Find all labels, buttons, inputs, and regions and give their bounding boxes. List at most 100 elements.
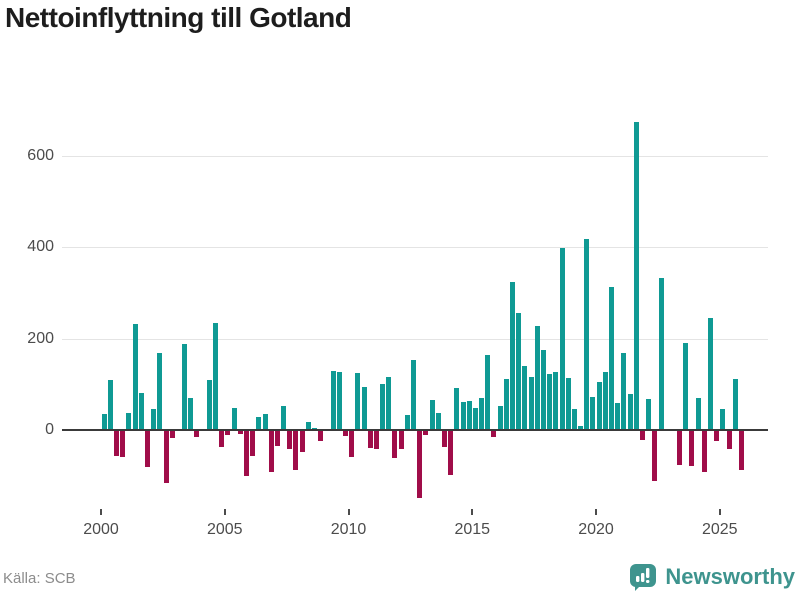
bar-2020-q4 xyxy=(615,402,621,430)
bar-2019-q2 xyxy=(578,426,583,430)
x-axis-tick-2000 xyxy=(100,509,102,515)
bar-2010-q2 xyxy=(355,373,361,430)
bar-2024-q1 xyxy=(695,398,701,430)
y-axis-label-0: 0 xyxy=(45,421,54,438)
bar-2015-q3 xyxy=(485,354,491,430)
bar-2014-q1 xyxy=(448,430,454,476)
bar-2016-q3 xyxy=(510,282,515,430)
bar-2016-q4 xyxy=(516,313,522,430)
bar-2003-q4 xyxy=(194,430,200,437)
bar-2022-q1 xyxy=(646,398,652,430)
y-axis-label-400: 400 xyxy=(27,238,54,255)
bar-2011-q4 xyxy=(392,430,398,459)
bar-2004-q2 xyxy=(206,379,212,430)
y-axis-label-600: 600 xyxy=(27,147,54,164)
bar-2021-q1 xyxy=(621,353,627,430)
bar-2007-q1 xyxy=(274,430,280,447)
bar-2005-q2 xyxy=(231,408,237,430)
bar-2002-q4 xyxy=(169,430,175,439)
bar-2008-q1 xyxy=(299,430,305,452)
bar-2001-q1 xyxy=(126,413,132,430)
bar-2010-q1 xyxy=(349,430,355,457)
bar-2015-q4 xyxy=(491,430,497,437)
newsworthy-logo: Newsworthy xyxy=(628,562,795,592)
newsworthy-logo-icon xyxy=(630,564,657,591)
bar-2001-q4 xyxy=(144,430,150,467)
bar-2017-q4 xyxy=(540,349,546,430)
bar-2018-q4 xyxy=(565,377,571,430)
bar-2020-q3 xyxy=(609,287,614,430)
bar-2014-q2 xyxy=(454,388,460,430)
bar-2016-q2 xyxy=(503,379,509,430)
bar-2004-q3 xyxy=(213,323,218,430)
bar-2000-q2 xyxy=(107,379,113,430)
bar-2003-q3 xyxy=(188,398,194,430)
bar-2008-q2 xyxy=(305,421,311,430)
bar-2006-q4 xyxy=(268,430,274,472)
bar-2025-q3 xyxy=(732,379,738,430)
bar-2020-q1 xyxy=(596,381,602,430)
bar-2013-q4 xyxy=(441,430,447,448)
bar-2004-q4 xyxy=(219,430,225,448)
x-axis-tick-2015 xyxy=(471,509,474,515)
bar-2017-q2 xyxy=(528,377,534,430)
bar-2009-q3 xyxy=(336,372,342,430)
bar-2025-q2 xyxy=(726,430,732,449)
bar-2010-q4 xyxy=(367,430,373,449)
bar-2015-q2 xyxy=(479,397,484,430)
x-axis-label-2000: 2000 xyxy=(83,521,119,538)
x-axis-tick-2005 xyxy=(223,509,226,515)
bar-2018-q3 xyxy=(559,248,565,430)
bar-2012-q4 xyxy=(417,430,423,498)
x-axis-label-2020: 2020 xyxy=(578,521,614,538)
bar-2017-q1 xyxy=(522,366,528,430)
bar-2014-q3 xyxy=(460,402,466,430)
bar-2009-q4 xyxy=(342,430,348,436)
bar-2000-q4 xyxy=(120,430,126,458)
bar-2011-q3 xyxy=(386,377,392,430)
bar-2020-q2 xyxy=(602,372,608,430)
bar-2011-q1 xyxy=(373,430,379,450)
bar-2008-q4 xyxy=(318,430,324,442)
bar-2006-q2 xyxy=(256,417,262,430)
bar-2019-q3 xyxy=(584,239,590,430)
bar-2007-q4 xyxy=(293,430,299,471)
bar-2015-q1 xyxy=(472,408,478,430)
x-axis-label-2015: 2015 xyxy=(454,521,491,538)
bar-2023-q3 xyxy=(683,343,689,430)
bar-2002-q2 xyxy=(157,352,163,430)
bar-2024-q2 xyxy=(701,430,707,472)
plot-area: 0 200 400 600 2000 2005 2010 2015 2020 2025 xyxy=(27,121,768,538)
bar-2014-q4 xyxy=(466,400,472,430)
y-axis-label-200: 200 xyxy=(27,330,54,347)
x-axis-tick-2010 xyxy=(347,509,350,515)
bar-2007-q2 xyxy=(281,405,286,430)
bar-2022-q3 xyxy=(658,277,664,430)
bar-2013-q1 xyxy=(423,430,429,435)
chart-title: Nettoinflyttning till Gotland xyxy=(5,2,352,33)
bar-2024-q4 xyxy=(714,430,720,441)
x-axis-label-2010: 2010 xyxy=(330,521,367,538)
x-axis-label-2005: 2005 xyxy=(206,521,243,538)
bar-2018-q2 xyxy=(553,372,559,430)
bar-2009-q2 xyxy=(330,371,336,430)
bar-2000-q3 xyxy=(114,430,119,456)
bar-2025-q4 xyxy=(738,430,744,470)
bar-2000-q1 xyxy=(101,414,107,430)
bar-2011-q2 xyxy=(380,383,385,430)
gridline-y-200 xyxy=(62,339,768,340)
x-axis-label-2025: 2025 xyxy=(701,521,738,538)
bar-2017-q3 xyxy=(534,325,540,430)
bar-2006-q3 xyxy=(262,414,268,430)
bar-2021-q2 xyxy=(627,393,633,430)
bar-2002-q3 xyxy=(163,430,169,484)
bar-2012-q3 xyxy=(411,359,416,430)
gridline-y-600 xyxy=(62,156,768,157)
bar-2018-q1 xyxy=(547,373,553,430)
bar-2010-q3 xyxy=(361,387,367,430)
gridline-y-400 xyxy=(62,247,768,248)
bar-2025-q1 xyxy=(720,408,726,430)
bar-2002-q1 xyxy=(151,409,157,430)
bar-2003-q2 xyxy=(182,343,187,430)
